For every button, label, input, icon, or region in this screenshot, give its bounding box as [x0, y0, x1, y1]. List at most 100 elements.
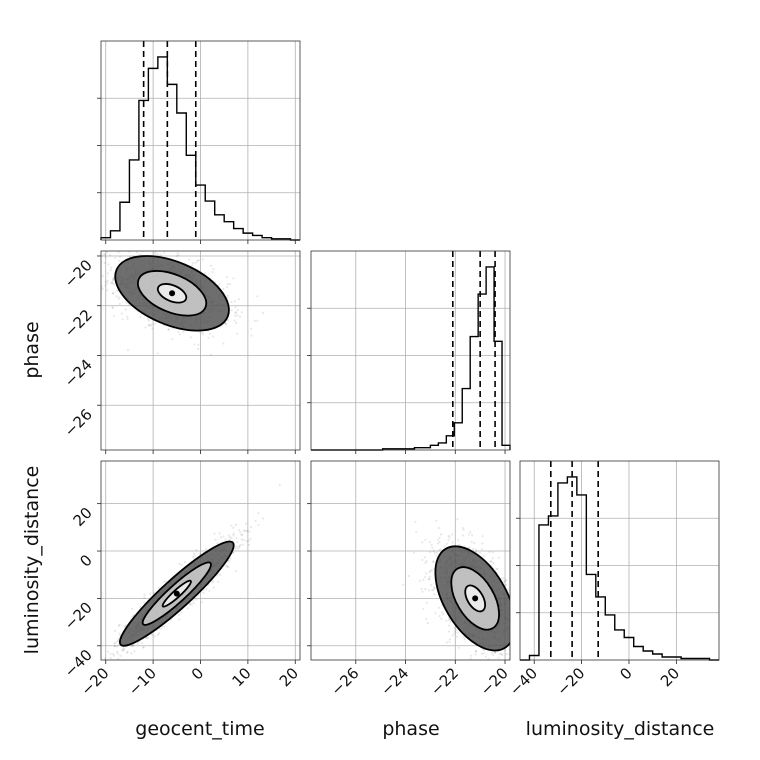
sample-point: [126, 650, 129, 654]
sample-point: [141, 641, 144, 645]
sample-point: [118, 632, 121, 635]
sample-point: [229, 283, 232, 286]
sample-point: [497, 656, 500, 659]
sample-point: [512, 641, 514, 643]
sample-point: [109, 656, 112, 660]
tick-label-x-phase: −26: [327, 664, 362, 699]
sample-point: [247, 539, 250, 542]
sample-point: [471, 534, 474, 537]
sample-point: [420, 587, 423, 591]
sample-point: [201, 331, 204, 334]
sample-point: [142, 646, 145, 649]
sample-point: [232, 534, 235, 537]
sample-point: [230, 301, 233, 304]
sample-point: [208, 332, 211, 335]
sample-point: [502, 580, 506, 583]
tick-label-y-luminosity-distance: −20: [61, 599, 96, 634]
sample-point: [535, 629, 537, 631]
sample-point: [445, 619, 448, 622]
sample-point: [457, 646, 460, 649]
sample-point: [256, 319, 259, 322]
sample-point: [492, 561, 495, 565]
sample-point: [510, 617, 512, 619]
sample-point: [112, 291, 115, 295]
sample-point: [425, 617, 428, 620]
sample-point: [139, 315, 142, 318]
sample-point: [450, 533, 454, 536]
sample-point: [111, 247, 113, 249]
sample-point: [425, 601, 428, 604]
tick-label-x-phase: −20: [477, 664, 512, 699]
sample-point: [490, 651, 494, 654]
sample-point: [453, 627, 456, 630]
sample-point: [442, 612, 445, 616]
hist-geocent-time-step: [100, 56, 300, 241]
sample-point: [237, 546, 241, 549]
sample-point: [435, 519, 438, 522]
sample-point: [150, 323, 153, 326]
tick-label-x-phase: −22: [427, 664, 462, 699]
sample-point: [456, 518, 459, 521]
sample-point: [236, 309, 239, 312]
sample-point: [432, 560, 435, 563]
sample-point: [482, 661, 484, 663]
sample-point: [157, 633, 160, 637]
sample-point: [489, 560, 492, 563]
sample-point: [131, 644, 134, 647]
sample-point: [526, 643, 528, 645]
scatter-phase-vs-luminosity-distance-panel: −26 −24 −22 −20: [307, 460, 537, 699]
sample-point: [218, 282, 221, 285]
sample-point: [440, 617, 443, 620]
sample-point: [492, 653, 495, 657]
sample-point: [143, 593, 146, 596]
sample-point: [234, 569, 237, 573]
sample-point: [250, 526, 253, 529]
sample-point: [106, 289, 109, 292]
sample-point: [437, 538, 440, 542]
sample-point: [198, 331, 201, 334]
sample-point: [104, 256, 107, 259]
sample-point: [451, 634, 454, 637]
sample-point: [236, 332, 239, 335]
sample-point: [423, 556, 427, 559]
sample-point: [229, 557, 232, 560]
sample-point: [123, 648, 126, 651]
sample-point: [244, 522, 248, 525]
sample-point: [488, 550, 491, 554]
sample-point: [516, 642, 518, 644]
sample-point: [500, 653, 503, 657]
sample-point: [248, 530, 251, 533]
sample-point: [445, 542, 448, 546]
sample-point: [226, 294, 230, 297]
sample-point: [143, 601, 146, 604]
sample-point: [448, 624, 451, 627]
sample-point: [478, 551, 481, 554]
sample-point: [168, 328, 171, 331]
sample-point: [256, 295, 259, 298]
sample-point: [495, 567, 498, 571]
sample-point: [118, 259, 121, 262]
sample-point: [481, 542, 484, 545]
sample-point: [512, 617, 514, 619]
sample-point: [515, 651, 517, 653]
sample-point: [130, 652, 133, 655]
sample-point: [180, 611, 183, 614]
sample-point: [470, 541, 473, 544]
sample-point: [432, 549, 435, 553]
sample-point: [113, 314, 116, 317]
sample-point: [124, 308, 127, 311]
sample-point: [513, 632, 515, 634]
sample-point: [513, 609, 515, 611]
hist-geocent-time-panel: [97, 40, 301, 244]
tick-label-y-phase: −22: [61, 306, 96, 341]
sample-point: [95, 272, 97, 274]
sample-point: [425, 572, 428, 575]
sample-point: [431, 546, 434, 550]
sample-point: [167, 328, 170, 331]
sample-point: [507, 696, 509, 698]
sample-point: [431, 589, 434, 592]
sample-point: [204, 272, 207, 275]
sample-point: [470, 654, 473, 657]
sample-point: [114, 256, 117, 259]
sample-point: [114, 629, 117, 633]
